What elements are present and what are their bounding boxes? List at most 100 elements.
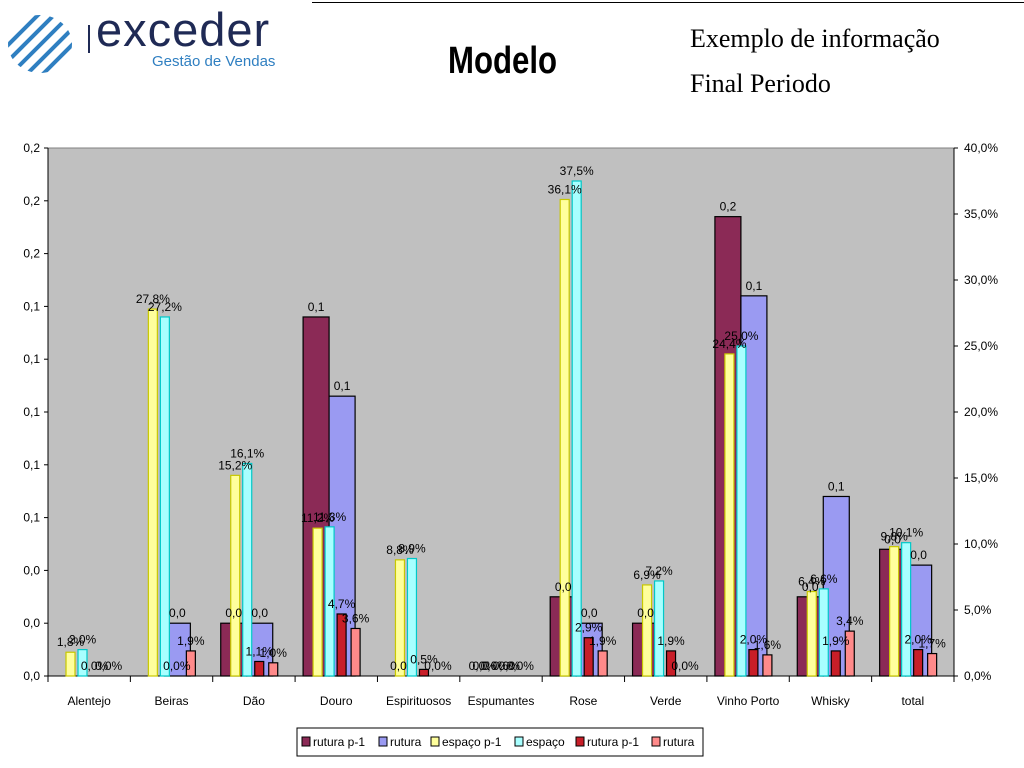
- x-tick-label: Whisky: [811, 694, 850, 708]
- data-label: 0,0: [472, 659, 489, 673]
- left-tick-label: 0,1: [23, 299, 40, 313]
- bar-5-1: [185, 650, 196, 677]
- data-label: 0,0%: [163, 659, 191, 673]
- data-label: 3,4%: [836, 614, 864, 628]
- bar-3-1: [159, 316, 170, 677]
- data-label: 16,1%: [230, 446, 264, 460]
- right-tick-label: 35,0%: [964, 207, 998, 221]
- globe-logo-icon: [8, 15, 72, 73]
- data-label: 8,8%: [386, 543, 414, 557]
- data-label: 0,0: [910, 548, 927, 562]
- right-tick-label: 10,0%: [964, 537, 998, 551]
- left-tick-label: 0,2: [23, 247, 40, 261]
- bar-5-6: [597, 650, 608, 677]
- x-tick-label: Espirituosos: [386, 694, 451, 708]
- x-tick-label: Vinho Porto: [717, 694, 780, 708]
- legend-box: [296, 727, 704, 757]
- bar-4-3: [336, 613, 347, 677]
- x-tick-label: Beiras: [155, 694, 189, 708]
- left-tick-label: 0,1: [23, 511, 40, 525]
- logo-tagline: Gestão de Vendas: [152, 53, 276, 70]
- brand-logo: exceder Gestão de Vendas: [0, 0, 320, 82]
- x-tick-label: Alentejo: [67, 694, 111, 708]
- data-label: 0,0: [498, 659, 515, 673]
- bar-4-10: [913, 648, 924, 677]
- data-label: 0,0%: [507, 659, 535, 673]
- legend-label: espaço: [526, 735, 565, 749]
- bar-3-9: [818, 588, 829, 677]
- data-label: 1,9%: [822, 634, 850, 648]
- data-label: 2,0%: [69, 633, 97, 647]
- right-tick-label: 15,0%: [964, 471, 998, 485]
- bar-2-6: [559, 198, 570, 677]
- bar-3-8: [736, 345, 747, 677]
- x-tick-label: Douro: [320, 694, 353, 708]
- x-tick-label: total: [901, 694, 924, 708]
- legend-label: espaço p-1: [442, 735, 502, 749]
- data-label: 8,9%: [398, 542, 426, 556]
- data-label: 1,6%: [754, 638, 782, 652]
- bar-3-7: [653, 580, 665, 677]
- legend-swatch: [651, 736, 661, 747]
- data-label: 6,4%: [798, 575, 826, 589]
- bar-3-2: [242, 462, 253, 677]
- bar-3-0: [77, 648, 88, 677]
- data-label: 0,0: [251, 606, 268, 620]
- bar-5-9: [844, 630, 855, 677]
- left-tick-label: 0,1: [23, 352, 40, 366]
- legend-swatch: [430, 736, 440, 747]
- x-tick-label: Rose: [569, 694, 597, 708]
- bar-4-7: [665, 650, 677, 677]
- data-label: 4,7%: [328, 597, 356, 611]
- left-tick-label: 0,0: [23, 563, 40, 577]
- bar-3-10: [901, 542, 912, 677]
- plot-area: [47, 147, 955, 677]
- data-label: 0,0: [555, 580, 572, 594]
- data-label: 0,1: [828, 479, 845, 493]
- legend-swatch: [378, 736, 388, 747]
- data-label: 1,9%: [177, 634, 205, 648]
- data-label: 2,9%: [575, 621, 603, 635]
- x-tick-label: Dão: [243, 694, 265, 708]
- bar-2-7: [641, 584, 653, 677]
- data-label: 25,0%: [724, 329, 758, 343]
- data-label: 0,0: [581, 606, 598, 620]
- bar-5-8: [762, 654, 773, 677]
- right-tick-label: 40,0%: [964, 141, 998, 155]
- bar-4-8: [748, 648, 759, 677]
- right-tick-label: 30,0%: [964, 273, 998, 287]
- legend-swatch: [301, 736, 311, 747]
- data-label: 7,2%: [645, 564, 673, 578]
- data-label: 0,0: [225, 606, 242, 620]
- data-label: 1,0%: [260, 646, 288, 660]
- left-tick-label: 0,2: [23, 194, 40, 208]
- data-label: 1,7%: [918, 637, 946, 651]
- data-label: 0,0%: [81, 659, 109, 673]
- bar-2-1: [147, 308, 158, 677]
- data-label: 27,8%: [136, 292, 170, 306]
- bar-2-10: [889, 546, 900, 677]
- bar-4-6: [583, 637, 594, 677]
- bar-2-2: [230, 474, 241, 677]
- data-label: 15,2%: [218, 458, 252, 472]
- data-label: 0,0%: [424, 659, 452, 673]
- right-tick-label: 20,0%: [964, 405, 998, 419]
- x-tick-label: Espumantes: [468, 694, 535, 708]
- x-tick-label: Verde: [650, 694, 682, 708]
- legend-swatch: [575, 736, 585, 747]
- info-line-1: Exemplo de informação: [690, 24, 940, 53]
- left-tick-label: 0,0: [23, 669, 40, 683]
- data-label: 24,4%: [712, 337, 746, 351]
- logo-divider: [88, 25, 90, 53]
- data-label: 11,2%: [301, 511, 334, 525]
- data-label: 0,0%: [671, 659, 699, 673]
- data-label: 0,1: [746, 279, 763, 293]
- bar-3-4: [406, 557, 418, 677]
- page-title: Modelo: [448, 40, 558, 82]
- right-tick-label: 0,0%: [964, 669, 992, 683]
- data-label: 0,0: [637, 606, 654, 620]
- left-tick-label: 0,1: [23, 458, 40, 472]
- bar-chart: 0,0 0,0 0,0 0,1 0,1 0,1 0,1 0,1 0,2 0,2 0,2 0,0% 5,0…: [23, 141, 998, 757]
- bar-3-6: [571, 180, 582, 677]
- data-label: 0,0: [169, 606, 186, 620]
